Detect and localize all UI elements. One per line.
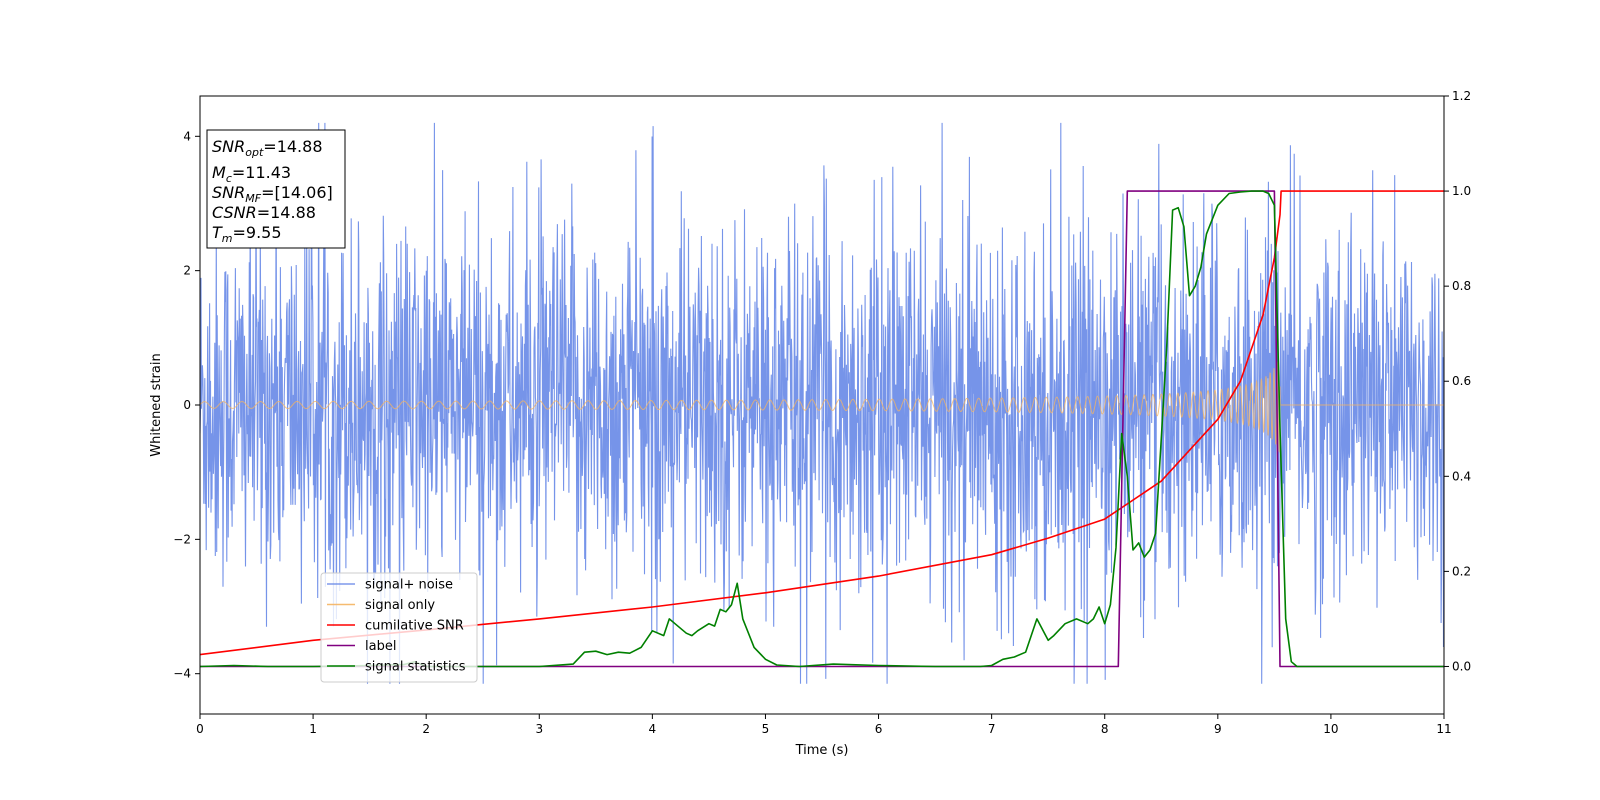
annotation-mc: Mc=11.43	[212, 163, 291, 185]
x-tick-label: 8	[1101, 722, 1109, 736]
y2-tick-label: 1.2	[1452, 89, 1471, 103]
y-tick-label: −4	[173, 667, 191, 681]
legend: signal+ noise signal only cumilative SNR la…	[320, 572, 478, 683]
y-tick-label: 4	[183, 129, 191, 143]
y-axis-right: 1.2 1.0 0.8 0.6 0.4 0.2 0.0	[1444, 89, 1471, 673]
x-tick-label: 3	[535, 722, 543, 736]
x-axis-label: Time (s)	[795, 743, 849, 758]
legend-label: signal only	[365, 598, 435, 613]
x-axis: 0 1 2 3 4 5 6 7 8 9 10 11	[196, 714, 1452, 736]
y-axis-left: 4 2 0 −2 −4	[173, 129, 200, 681]
y2-tick-label: 0.0	[1452, 659, 1471, 673]
x-tick-label: 11	[1436, 722, 1451, 736]
annotation-frame	[206, 129, 346, 249]
series-signal-only-line	[200, 361, 1444, 453]
x-tick-label: 10	[1323, 722, 1338, 736]
legend-frame	[320, 572, 478, 683]
x-tick-label: 0	[196, 722, 204, 736]
annotation-snr-opt: SNRopt=14.88	[212, 137, 323, 159]
x-tick-label: 6	[875, 722, 883, 736]
x-tick-label: 4	[649, 722, 657, 736]
y-tick-label: 2	[183, 264, 191, 278]
legend-label: signal+ noise	[365, 578, 453, 593]
series-signal-noise-line	[200, 122, 1444, 684]
y2-tick-label: 1.0	[1452, 184, 1471, 198]
x-tick-label: 1	[309, 722, 317, 736]
y-tick-label: −2	[173, 532, 191, 546]
x-tick-label: 5	[762, 722, 770, 736]
y2-tick-label: 0.8	[1452, 279, 1471, 293]
x-tick-label: 9	[1214, 722, 1222, 736]
y2-tick-label: 0.4	[1452, 469, 1471, 483]
x-tick-label: 2	[422, 722, 430, 736]
y-tick-label: 0	[183, 398, 191, 412]
series-signal-statistics-line	[200, 190, 1444, 668]
snr-annotation-box: SNRopt=14.88 Mc=11.43 SNRMF=[14.06] CSNR…	[206, 129, 346, 249]
x-tick-label: 7	[988, 722, 996, 736]
annotation-csnr: CSNR=14.88	[212, 203, 316, 222]
legend-label: label	[365, 639, 396, 654]
y2-tick-label: 0.6	[1452, 374, 1471, 388]
legend-label: cumilative SNR	[365, 619, 464, 634]
legend-label: signal statistics	[365, 660, 466, 675]
y-axis-label: Whitened strain	[149, 353, 164, 456]
annotation-tm: Tm=9.55	[212, 223, 282, 245]
annotation-snr-mf: SNRMF=[14.06]	[212, 183, 333, 205]
y2-tick-label: 0.2	[1452, 564, 1471, 578]
plot-area	[200, 122, 1444, 684]
